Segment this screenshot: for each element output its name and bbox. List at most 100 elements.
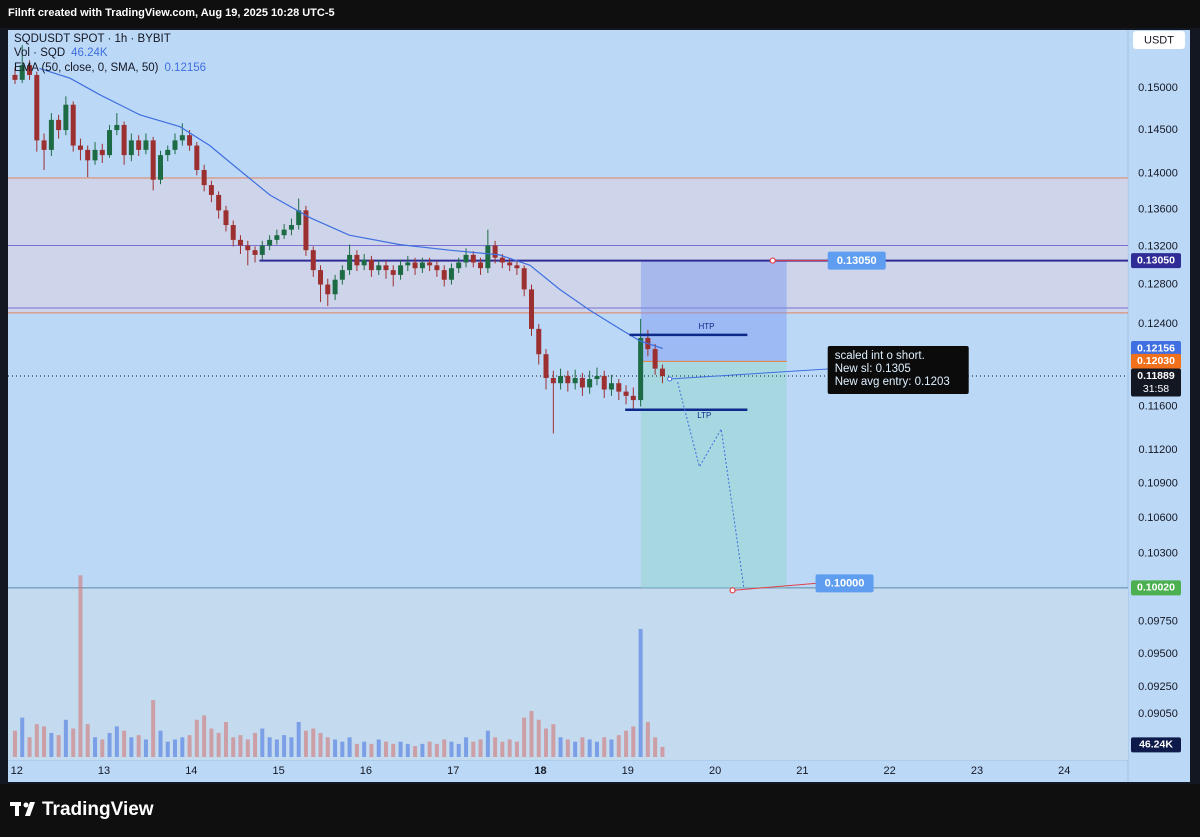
- candle-body: [492, 245, 498, 258]
- candle-body: [165, 149, 171, 156]
- volume-bar: [114, 726, 119, 757]
- currency-box[interactable]: [1133, 31, 1185, 49]
- candle-body: [412, 262, 418, 269]
- volume-bar: [449, 741, 454, 757]
- volume-bar: [129, 737, 134, 757]
- volume-bar: [405, 743, 410, 757]
- legend: SQDUSDT SPOT · 1h · BYBIT Vol · SQD 46.24…: [14, 33, 206, 74]
- candle-body: [77, 145, 83, 150]
- volume-tag: [1131, 737, 1181, 753]
- volume-bar: [311, 728, 316, 757]
- candle-body: [12, 74, 18, 80]
- candle-body: [56, 119, 62, 131]
- band-label: HTP: [698, 322, 714, 331]
- candle-body: [143, 140, 149, 150]
- candle-body: [158, 155, 164, 180]
- candle-body: [201, 170, 207, 186]
- candle-body: [601, 375, 607, 390]
- note-line: scaled int o short.: [835, 350, 925, 362]
- callout-anchor: [769, 257, 776, 264]
- volume-bar: [485, 730, 490, 757]
- candle-body: [558, 375, 564, 384]
- y-tick-label: 0.09500: [1138, 648, 1178, 660]
- volume-bar: [507, 739, 512, 757]
- volume-bar: [464, 737, 469, 757]
- candle-body: [514, 265, 520, 269]
- callout-label: 0.13050: [837, 255, 877, 267]
- candle-body: [194, 145, 200, 171]
- volume-bar: [136, 735, 141, 757]
- volume-bar: [645, 721, 650, 757]
- candle-body: [623, 391, 629, 396]
- candle-body: [267, 239, 273, 246]
- candle-body: [347, 254, 353, 271]
- legend-volume: Vol · SQD 46.24K: [14, 47, 108, 59]
- price-tag: [1131, 580, 1181, 596]
- volume-bar: [638, 628, 643, 757]
- price-tag: [1131, 353, 1181, 369]
- currency-label[interactable]: USDT: [1144, 34, 1174, 46]
- y-tick-label: 0.10900: [1138, 477, 1178, 489]
- volume-bar: [245, 739, 250, 757]
- volume-bar: [558, 737, 563, 757]
- volume-bar: [231, 737, 236, 757]
- candle-body: [565, 375, 571, 384]
- callout-box: [815, 574, 874, 593]
- volume-bar: [42, 726, 47, 757]
- axis-layer: 0.15000 0.14500 0.14000 0.13600 0.13200 0.128…: [11, 82, 1181, 777]
- candle-body: [587, 379, 593, 388]
- legend-volume-name: Vol · SQD: [14, 47, 65, 59]
- candle-body: [332, 279, 338, 295]
- x-tick-label: 22: [884, 765, 896, 777]
- candle-body: [536, 328, 542, 355]
- volume-bar: [318, 732, 323, 757]
- volume-bar: [333, 739, 338, 757]
- candle-body: [521, 268, 527, 290]
- candle-body: [274, 235, 280, 240]
- volume-bar: [194, 719, 199, 757]
- candle-body: [652, 349, 658, 369]
- volume-bar: [34, 724, 39, 757]
- candle-body: [529, 289, 535, 329]
- volume-bar: [456, 743, 461, 757]
- callout-connector: [732, 582, 816, 591]
- y-tick-label: 0.13200: [1138, 240, 1178, 252]
- candle-body: [187, 135, 193, 146]
- ema-line: [39, 67, 663, 350]
- y-tick-label: 0.09050: [1138, 708, 1178, 720]
- candle-body: [434, 265, 440, 271]
- x-tick-label: 21: [796, 765, 808, 777]
- candle-body: [252, 250, 258, 255]
- candle-body: [398, 265, 404, 275]
- volume-bar: [71, 728, 76, 757]
- candle-body: [325, 284, 331, 295]
- price-tag: [1131, 368, 1181, 397]
- legend-ema-name: EMA (50, close, 0, SMA, 50): [14, 62, 159, 74]
- legend-ema-value: 0.12156: [164, 62, 206, 74]
- volume-bar: [347, 737, 352, 757]
- candle-body: [339, 270, 345, 280]
- candle-body: [150, 140, 156, 180]
- volume-bar: [413, 746, 418, 757]
- volume-bar: [100, 739, 105, 757]
- volume-bar: [282, 735, 287, 757]
- volume-bar: [376, 739, 381, 757]
- volume-bar: [660, 746, 665, 757]
- candle-body: [405, 262, 411, 266]
- note-line: New avg entry: 0.1203: [835, 376, 950, 388]
- volume-bar: [442, 739, 447, 757]
- under-layer: [8, 177, 1128, 760]
- candle-body: [27, 65, 33, 75]
- y-tick-label: 0.09250: [1138, 681, 1178, 693]
- legend-symbol: SQDUSDT SPOT · 1h · BYBIT: [14, 33, 171, 45]
- candle-body: [136, 140, 142, 150]
- legend-ema: EMA (50, close, 0, SMA, 50) 0.12156: [14, 62, 206, 74]
- volume-bar: [296, 721, 301, 757]
- volume-bar: [289, 737, 294, 757]
- candle-body: [281, 229, 287, 236]
- volume-bar: [653, 737, 658, 757]
- volume-bar: [172, 739, 177, 757]
- footer-logo: [10, 802, 35, 816]
- volume-bar: [180, 737, 185, 757]
- volume-bar: [631, 726, 636, 757]
